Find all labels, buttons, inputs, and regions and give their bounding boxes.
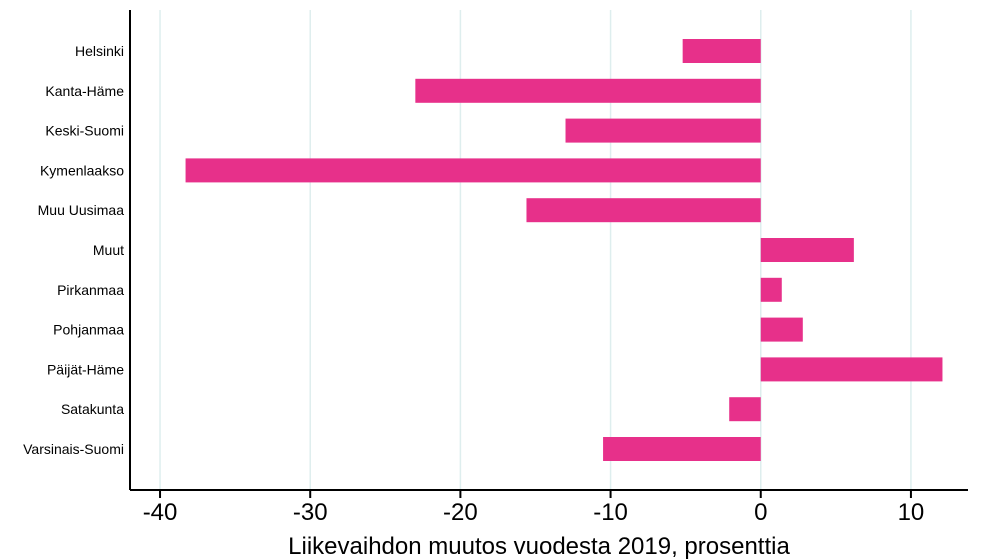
x-ticks: -40 -30 -20 -10 0 10 [143, 490, 925, 526]
bar [526, 198, 761, 223]
x-tick-label: -30 [293, 499, 328, 526]
x-tick-label: 0 [754, 499, 767, 526]
bar [682, 39, 761, 63]
bar [415, 78, 761, 103]
bar [760, 277, 782, 302]
bar [760, 238, 854, 262]
bar [185, 158, 761, 183]
bar [729, 397, 761, 422]
x-tick-label: -40 [143, 499, 178, 526]
axes [129, 10, 968, 491]
x-axis-title: Liikevaihdon muutos vuodesta 2019, prose… [288, 533, 790, 559]
x-tick-label: -20 [443, 499, 478, 526]
category-labels: Helsinki Kanta-Häme Keski-Suomi Kymenlaakso… [23, 43, 124, 457]
category-label: Muut [93, 242, 124, 258]
category-label: Kymenlaakso [40, 162, 124, 178]
category-label: Satakunta [61, 401, 124, 417]
category-label: Helsinki [75, 43, 124, 59]
category-label: Pirkanmaa [57, 282, 124, 298]
bar [565, 118, 761, 143]
category-label: Keski-Suomi [45, 123, 124, 139]
bar [760, 357, 943, 382]
category-label: Kanta-Häme [45, 83, 124, 99]
bar [760, 317, 803, 342]
x-tick-label: 10 [898, 499, 925, 526]
x-tick-label: -10 [593, 499, 628, 526]
bar [603, 437, 761, 461]
category-label: Varsinais-Suomi [23, 441, 124, 457]
category-label: Päijät-Häme [47, 361, 124, 377]
category-label: Pohjanmaa [53, 322, 124, 338]
category-label: Muu Uusimaa [38, 202, 125, 218]
bars [185, 39, 943, 461]
